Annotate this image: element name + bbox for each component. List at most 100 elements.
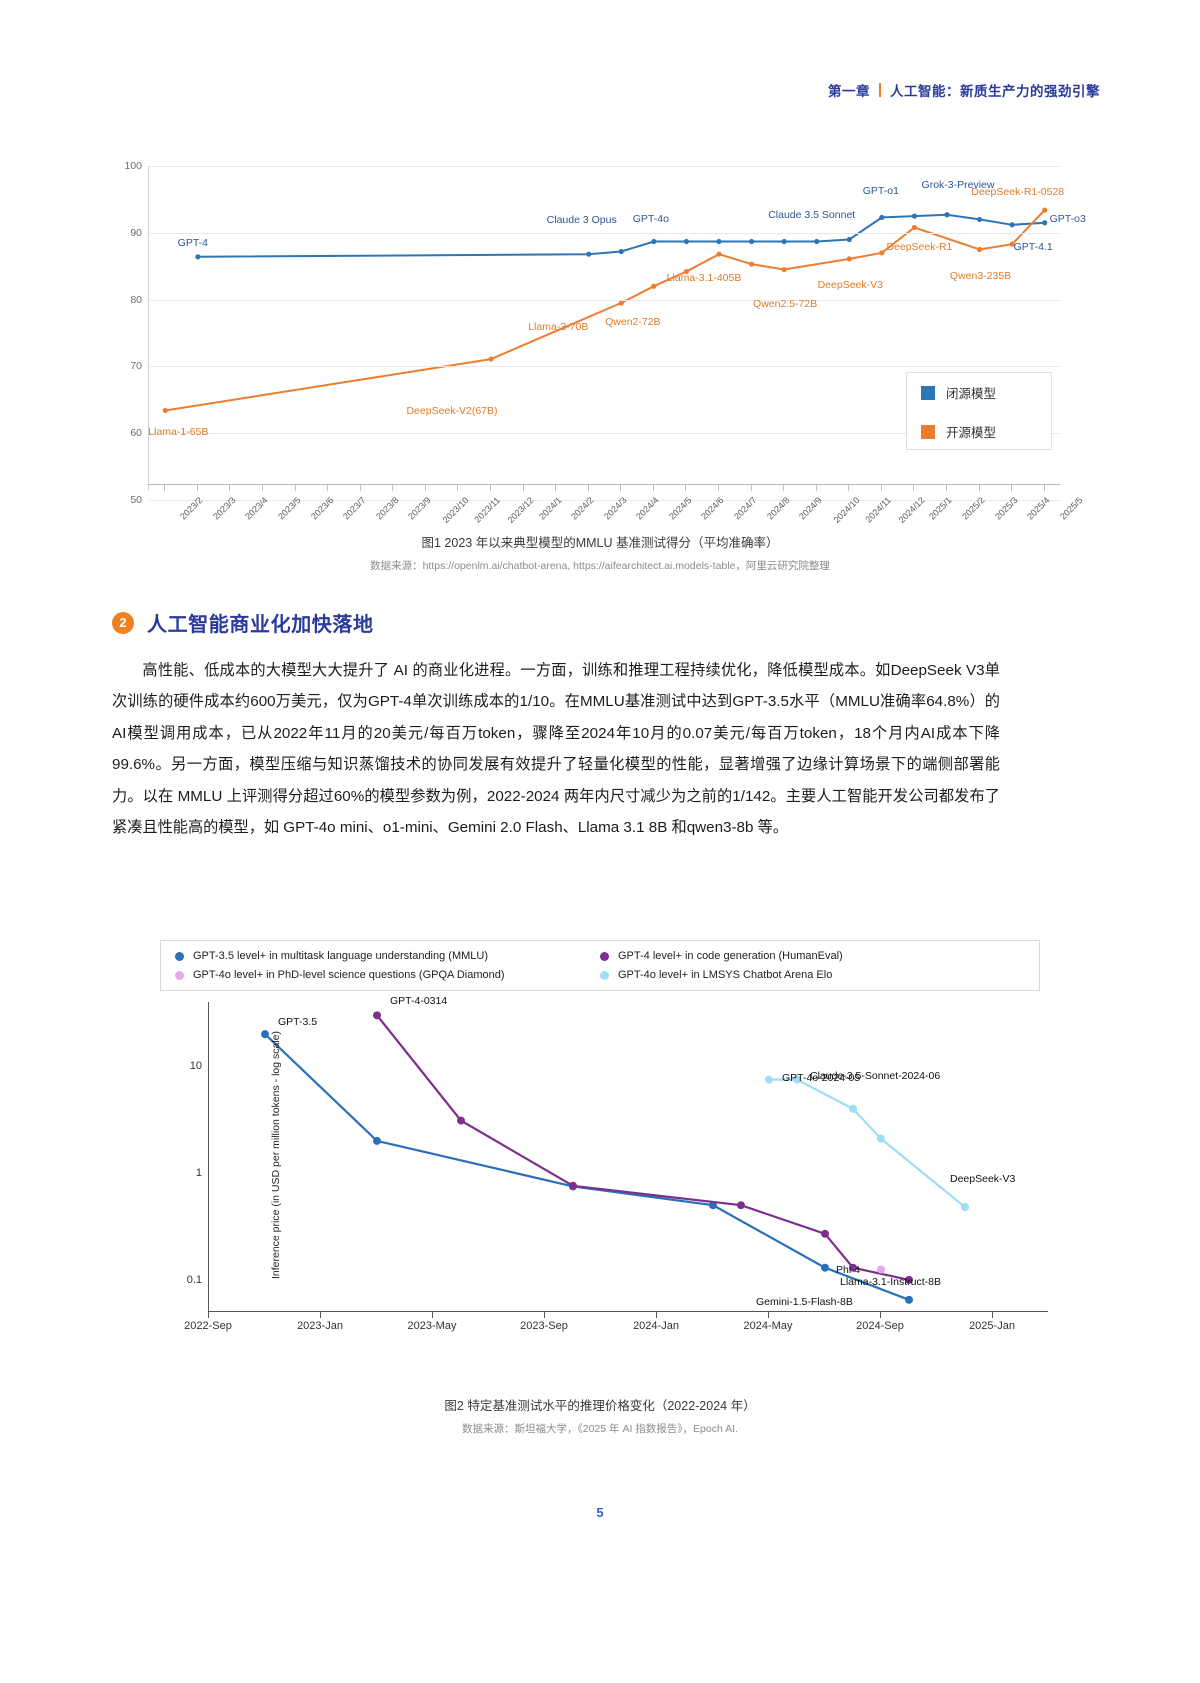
x-axis-label: 2023-Sep xyxy=(520,1320,568,1332)
x-axis-label: 2023/9 xyxy=(406,495,433,522)
figure2-caption-block: 图2 特定基准测试水平的推理价格变化（2022-2024 年） 数据来源：斯坦福… xyxy=(0,1395,1200,1436)
data-point-label: DeepSeek-R1 xyxy=(886,241,953,254)
x-axis-label: 2024/2 xyxy=(569,495,596,522)
figure1-chart: 2023/2 2023/3 2023/4 2023/5 2023/6 2023/7 2023… xyxy=(100,150,1100,550)
figure1-plot-area xyxy=(148,166,1060,501)
figure2-legend-item: GPT-3.5 level+ in multitask language und… xyxy=(175,950,600,962)
figure2-source: 数据来源：斯坦福大学，《2025 年 AI 指数报告》，Epoch AI. xyxy=(462,1423,738,1435)
figure1-x-axis xyxy=(148,484,1060,485)
legend-label-closed: 闭源模型 xyxy=(946,387,997,401)
x-axis-label: 2022-Sep xyxy=(184,1320,232,1332)
section2-number-badge: 2 xyxy=(112,611,134,634)
data-point-label: GPT-o1 xyxy=(862,185,899,198)
data-point-label: Llama-1-65B xyxy=(148,426,209,439)
data-point-label: Llama-3.1-405B xyxy=(666,272,742,285)
x-axis-tick xyxy=(262,485,263,491)
y-axis-label: 60 xyxy=(130,427,142,440)
x-axis-tick xyxy=(208,1312,209,1318)
x-axis-tick xyxy=(783,485,785,491)
x-axis-tick xyxy=(424,485,426,491)
x-axis-tick xyxy=(457,485,459,491)
x-axis-label: 2023-May xyxy=(407,1320,457,1332)
x-axis-label: 2023/3 xyxy=(210,495,238,522)
legend-dot xyxy=(175,970,184,980)
figure2-legend-item: GPT-4 level+ in code generation (HumanEv… xyxy=(600,950,1025,962)
x-axis-label: 2023/8 xyxy=(373,495,401,522)
x-axis-tick xyxy=(946,485,947,491)
figure2-legend-item: GPT-4o level+ in LMSYS Chatbot Arena Elo xyxy=(600,969,1025,981)
x-axis-tick xyxy=(359,485,361,491)
x-axis-label: 2025/4 xyxy=(1025,495,1052,522)
x-axis-tick xyxy=(880,485,882,491)
header-divider-icon xyxy=(879,83,881,97)
x-axis-tick xyxy=(815,485,817,491)
figure1-caption-block: 图1 2023 年以来典型模型的MMLU 基准测试得分（平均准确率） 数据来源：… xyxy=(0,532,1200,573)
x-axis-label: 2023/7 xyxy=(341,495,368,522)
x-axis-label: 2023/4 xyxy=(243,495,271,522)
legend-label: GPT-4o level+ in LMSYS Chatbot Arena Elo xyxy=(618,969,833,981)
data-point-label: GPT-4.1 xyxy=(1013,240,1053,253)
x-axis-tick xyxy=(652,485,654,491)
figure2-y-axis-title: Inference price (in USD per million toke… xyxy=(270,1030,283,1280)
x-axis-label: 2025/1 xyxy=(927,495,955,522)
data-point-label: GPT-4o xyxy=(632,213,669,226)
x-axis-label: 2024/7 xyxy=(732,495,759,522)
x-axis-tick xyxy=(1043,485,1045,491)
x-axis-tick xyxy=(768,1312,769,1318)
x-axis-label: 2024-May xyxy=(743,1320,793,1332)
y-axis-label: 90 xyxy=(130,226,142,239)
figure2-caption: 图2 特定基准测试水平的推理价格变化（2022-2024 年） xyxy=(444,1399,756,1413)
legend-item-open: 开源模型 xyxy=(907,412,1051,451)
legend-label: GPT-4o level+ in PhD-level science quest… xyxy=(193,969,505,981)
data-point-label: Gemini-1.5-Flash-8B xyxy=(756,1295,853,1308)
data-point-label: GPT-4o-2024-05 xyxy=(782,1071,861,1084)
y-axis-label: 80 xyxy=(130,293,142,306)
figure2-legend-item: GPT-4o level+ in PhD-level science quest… xyxy=(175,969,600,981)
data-point-label: DeepSeek-V3 xyxy=(950,1173,1016,1186)
x-axis-label: 2024-Jan xyxy=(633,1320,679,1332)
section2-paragraph: 高性能、低成本的大模型大大提升了 AI 的商业化进程。一方面，训练和推理工程持续… xyxy=(112,662,1000,837)
figure2-series-svg xyxy=(261,1011,969,1304)
legend-dot xyxy=(175,951,184,961)
x-axis-label: 2024/5 xyxy=(666,495,694,522)
x-axis-label: 2024/1 xyxy=(536,495,564,522)
data-point-label: Claude-3.5-Sonnet-2024-06 xyxy=(810,1069,941,1082)
legend-swatch-closed xyxy=(921,385,935,400)
section2-body: 高性能、低成本的大模型大大提升了 AI 的商业化进程。一方面，训练和推理工程持续… xyxy=(112,655,1000,844)
gridline xyxy=(149,433,1060,435)
gridline xyxy=(149,299,1060,301)
x-axis-tick xyxy=(490,485,491,491)
x-axis-tick xyxy=(750,485,752,491)
x-axis-tick xyxy=(392,485,394,491)
y-axis-label: 0.1 xyxy=(186,1273,202,1286)
gridline xyxy=(149,366,1060,368)
gridline xyxy=(149,166,1060,167)
legend-dot xyxy=(600,951,609,961)
page-header: 第一章 人工智能：新质生产力的强劲引擎 xyxy=(828,80,1100,100)
data-point-label: Llama-3.1-Instruct-8B xyxy=(840,1275,941,1288)
data-point-label: Qwen2.5-72B xyxy=(753,297,818,310)
x-axis-tick xyxy=(992,1312,993,1318)
x-axis-label: 2024/4 xyxy=(634,495,661,522)
header-title: 人工智能：新质生产力的强劲引擎 xyxy=(890,84,1100,99)
x-axis-label: 2024-Sep xyxy=(856,1320,904,1332)
figure1-caption: 图1 2023 年以来典型模型的MMLU 基准测试得分（平均准确率） xyxy=(421,536,779,550)
y-axis-label: 1 xyxy=(195,1167,202,1180)
x-axis-label: 2023/2 xyxy=(178,495,205,522)
figure2-plot-area xyxy=(208,1002,1048,1312)
data-point-label: Llama-3-70B xyxy=(528,320,589,333)
legend-label: GPT-4 level+ in code generation (HumanEv… xyxy=(618,950,843,962)
figure2-legend: GPT-3.5 level+ in multitask language und… xyxy=(160,940,1040,991)
x-axis-label: 2023/5 xyxy=(276,495,303,522)
x-axis-tick xyxy=(544,1312,545,1318)
x-axis-label: 2023-Jan xyxy=(297,1320,343,1332)
data-point-label: DeepSeek-R1-0528 xyxy=(971,186,1065,199)
x-axis-tick xyxy=(685,485,687,491)
data-point-label: Claude 3.5 Sonnet xyxy=(768,209,856,222)
gridline xyxy=(149,232,1060,234)
x-axis-tick xyxy=(1011,485,1013,491)
x-axis-tick xyxy=(522,485,524,491)
data-point-label: DeepSeek-V2(67B) xyxy=(406,405,498,418)
section2-title: 人工智能商业化加快落地 xyxy=(147,614,374,636)
data-point-label: GPT-4 xyxy=(177,236,209,249)
